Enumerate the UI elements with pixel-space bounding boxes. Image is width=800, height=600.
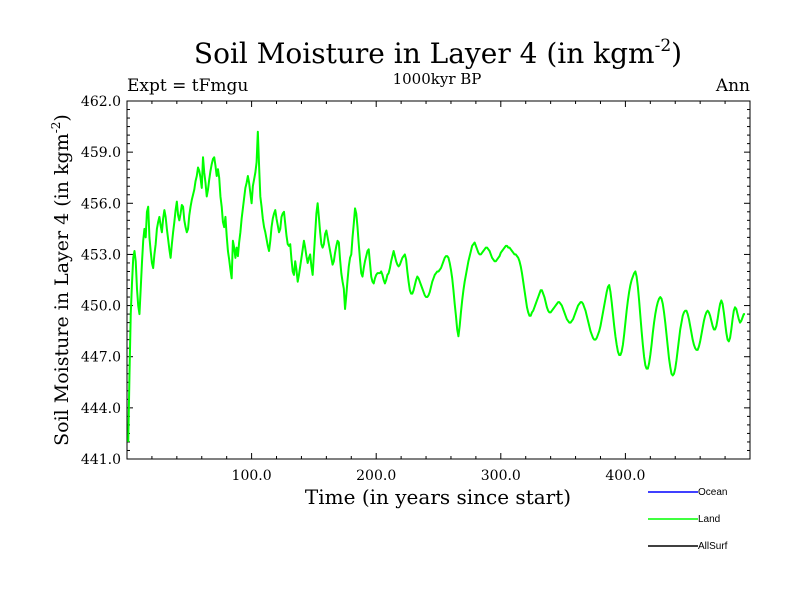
y-axis-label-exponent: -2 [49,122,63,134]
chart-title-close: ) [671,37,682,70]
y-tick-label: 450.0 [81,299,121,315]
y-axis-label: Soil Moisture in Layer 4 (in kgm-2) [49,114,73,446]
x-axis-label: Time (in years since start) [305,485,571,509]
y-axis: 441.0 444.0 447.0 450.0 453.0 456.0 459.0 462.0 [81,94,750,468]
y-tick-label: 444.0 [81,401,121,417]
x-tick-label: 300.0 [481,468,521,484]
x-tick-label: 200.0 [356,468,396,484]
chart-title-exponent: -2 [655,36,672,56]
y-tick-label: 462.0 [81,94,121,110]
x-axis: 100.0 200.0 300.0 400.0 [151,101,726,484]
series-line-land [127,130,746,442]
season-label: Ann [715,76,750,96]
y-tick-label: 441.0 [81,452,121,468]
legend-label-land: Land [698,514,720,525]
y-tick-label: 447.0 [81,350,121,366]
x-tick-label: 100.0 [232,468,272,484]
chart-subtitle: 1000kyr BP [393,70,482,88]
y-tick-label: 459.0 [81,145,121,161]
legend-label-ocean: Ocean [698,487,727,498]
y-tick-label: 456.0 [81,196,121,212]
experiment-label: Expt = tFmgu [127,76,248,96]
plot-frame [126,100,751,460]
y-tick-label: 453.0 [81,247,121,263]
chart-title: Soil Moisture in Layer 4 (in kgm-2) [194,36,682,70]
y-axis-label-close: ) [51,114,73,121]
x-tick-label: 400.0 [605,468,645,484]
legend: Ocean Land AllSurf [648,487,728,552]
legend-label-allsurf: AllSurf [698,541,728,552]
